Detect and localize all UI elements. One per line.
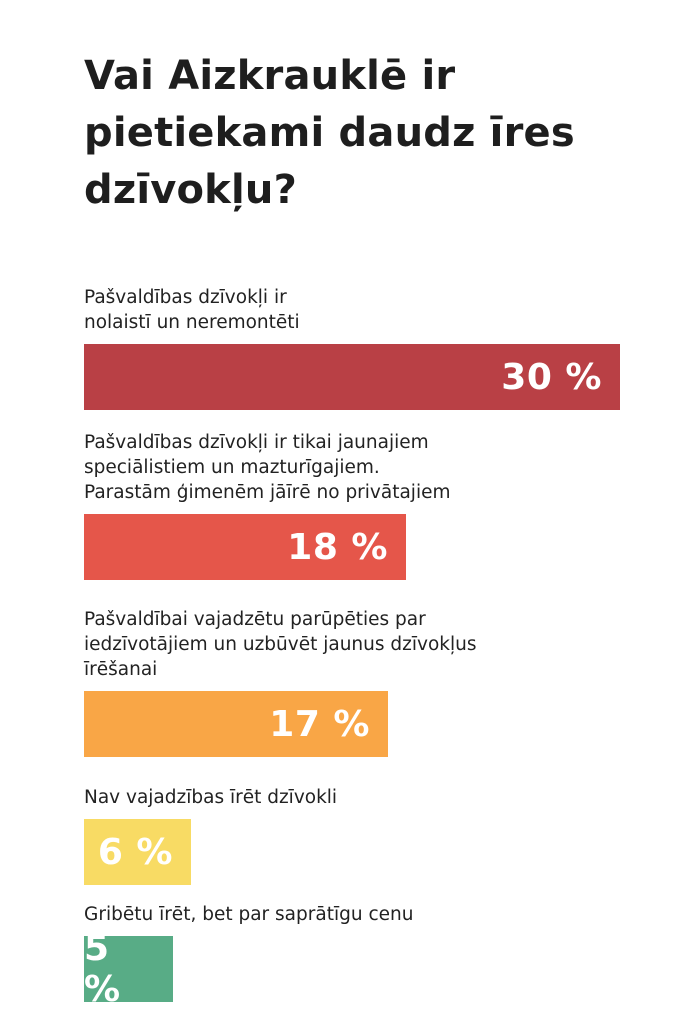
bar-item: Pašvaldības dzīvokļi ir nolaistī un nere… bbox=[84, 285, 644, 410]
bar-category-label: Pašvaldības dzīvokļi ir tikai jaunajiem … bbox=[84, 432, 451, 503]
chart-title: Vai Aizkrauklē ir pietiekami daudz īres … bbox=[84, 53, 575, 213]
bar-category-label: Pašvaldības dzīvokļi ir nolaistī un nere… bbox=[84, 287, 300, 333]
bar-item: Pašvaldības dzīvokļi ir tikai jaunajiem … bbox=[84, 430, 644, 580]
bar-value-label: 6 % bbox=[97, 831, 173, 873]
bar: 18 % bbox=[84, 514, 406, 580]
bar-item: Pašvaldībai vajadzētu parūpēties par ied… bbox=[84, 607, 644, 757]
bar-value-label: 30 % bbox=[501, 356, 602, 398]
bar-category-label: Pašvaldībai vajadzētu parūpēties par ied… bbox=[84, 609, 477, 680]
bar-value-label: 18 % bbox=[287, 526, 388, 568]
bar-item: Gribētu īrēt, bet par saprātīgu cenu 5 % bbox=[84, 902, 644, 1010]
bar-category-label: Nav vajadzības īrēt dzīvokli bbox=[84, 787, 338, 808]
bar: 17 % bbox=[84, 691, 388, 757]
bar: 30 % bbox=[84, 344, 620, 410]
bar-value-label: 5 % bbox=[84, 928, 121, 1010]
bar: 5 % bbox=[84, 928, 173, 1010]
bar-item: Nav vajadzības īrēt dzīvokli 6 % bbox=[84, 785, 644, 885]
bar-value-label: 17 % bbox=[269, 703, 370, 745]
bar: 6 % bbox=[84, 819, 191, 885]
bar-category-label: Gribētu īrēt, bet par saprātīgu cenu bbox=[84, 904, 414, 925]
